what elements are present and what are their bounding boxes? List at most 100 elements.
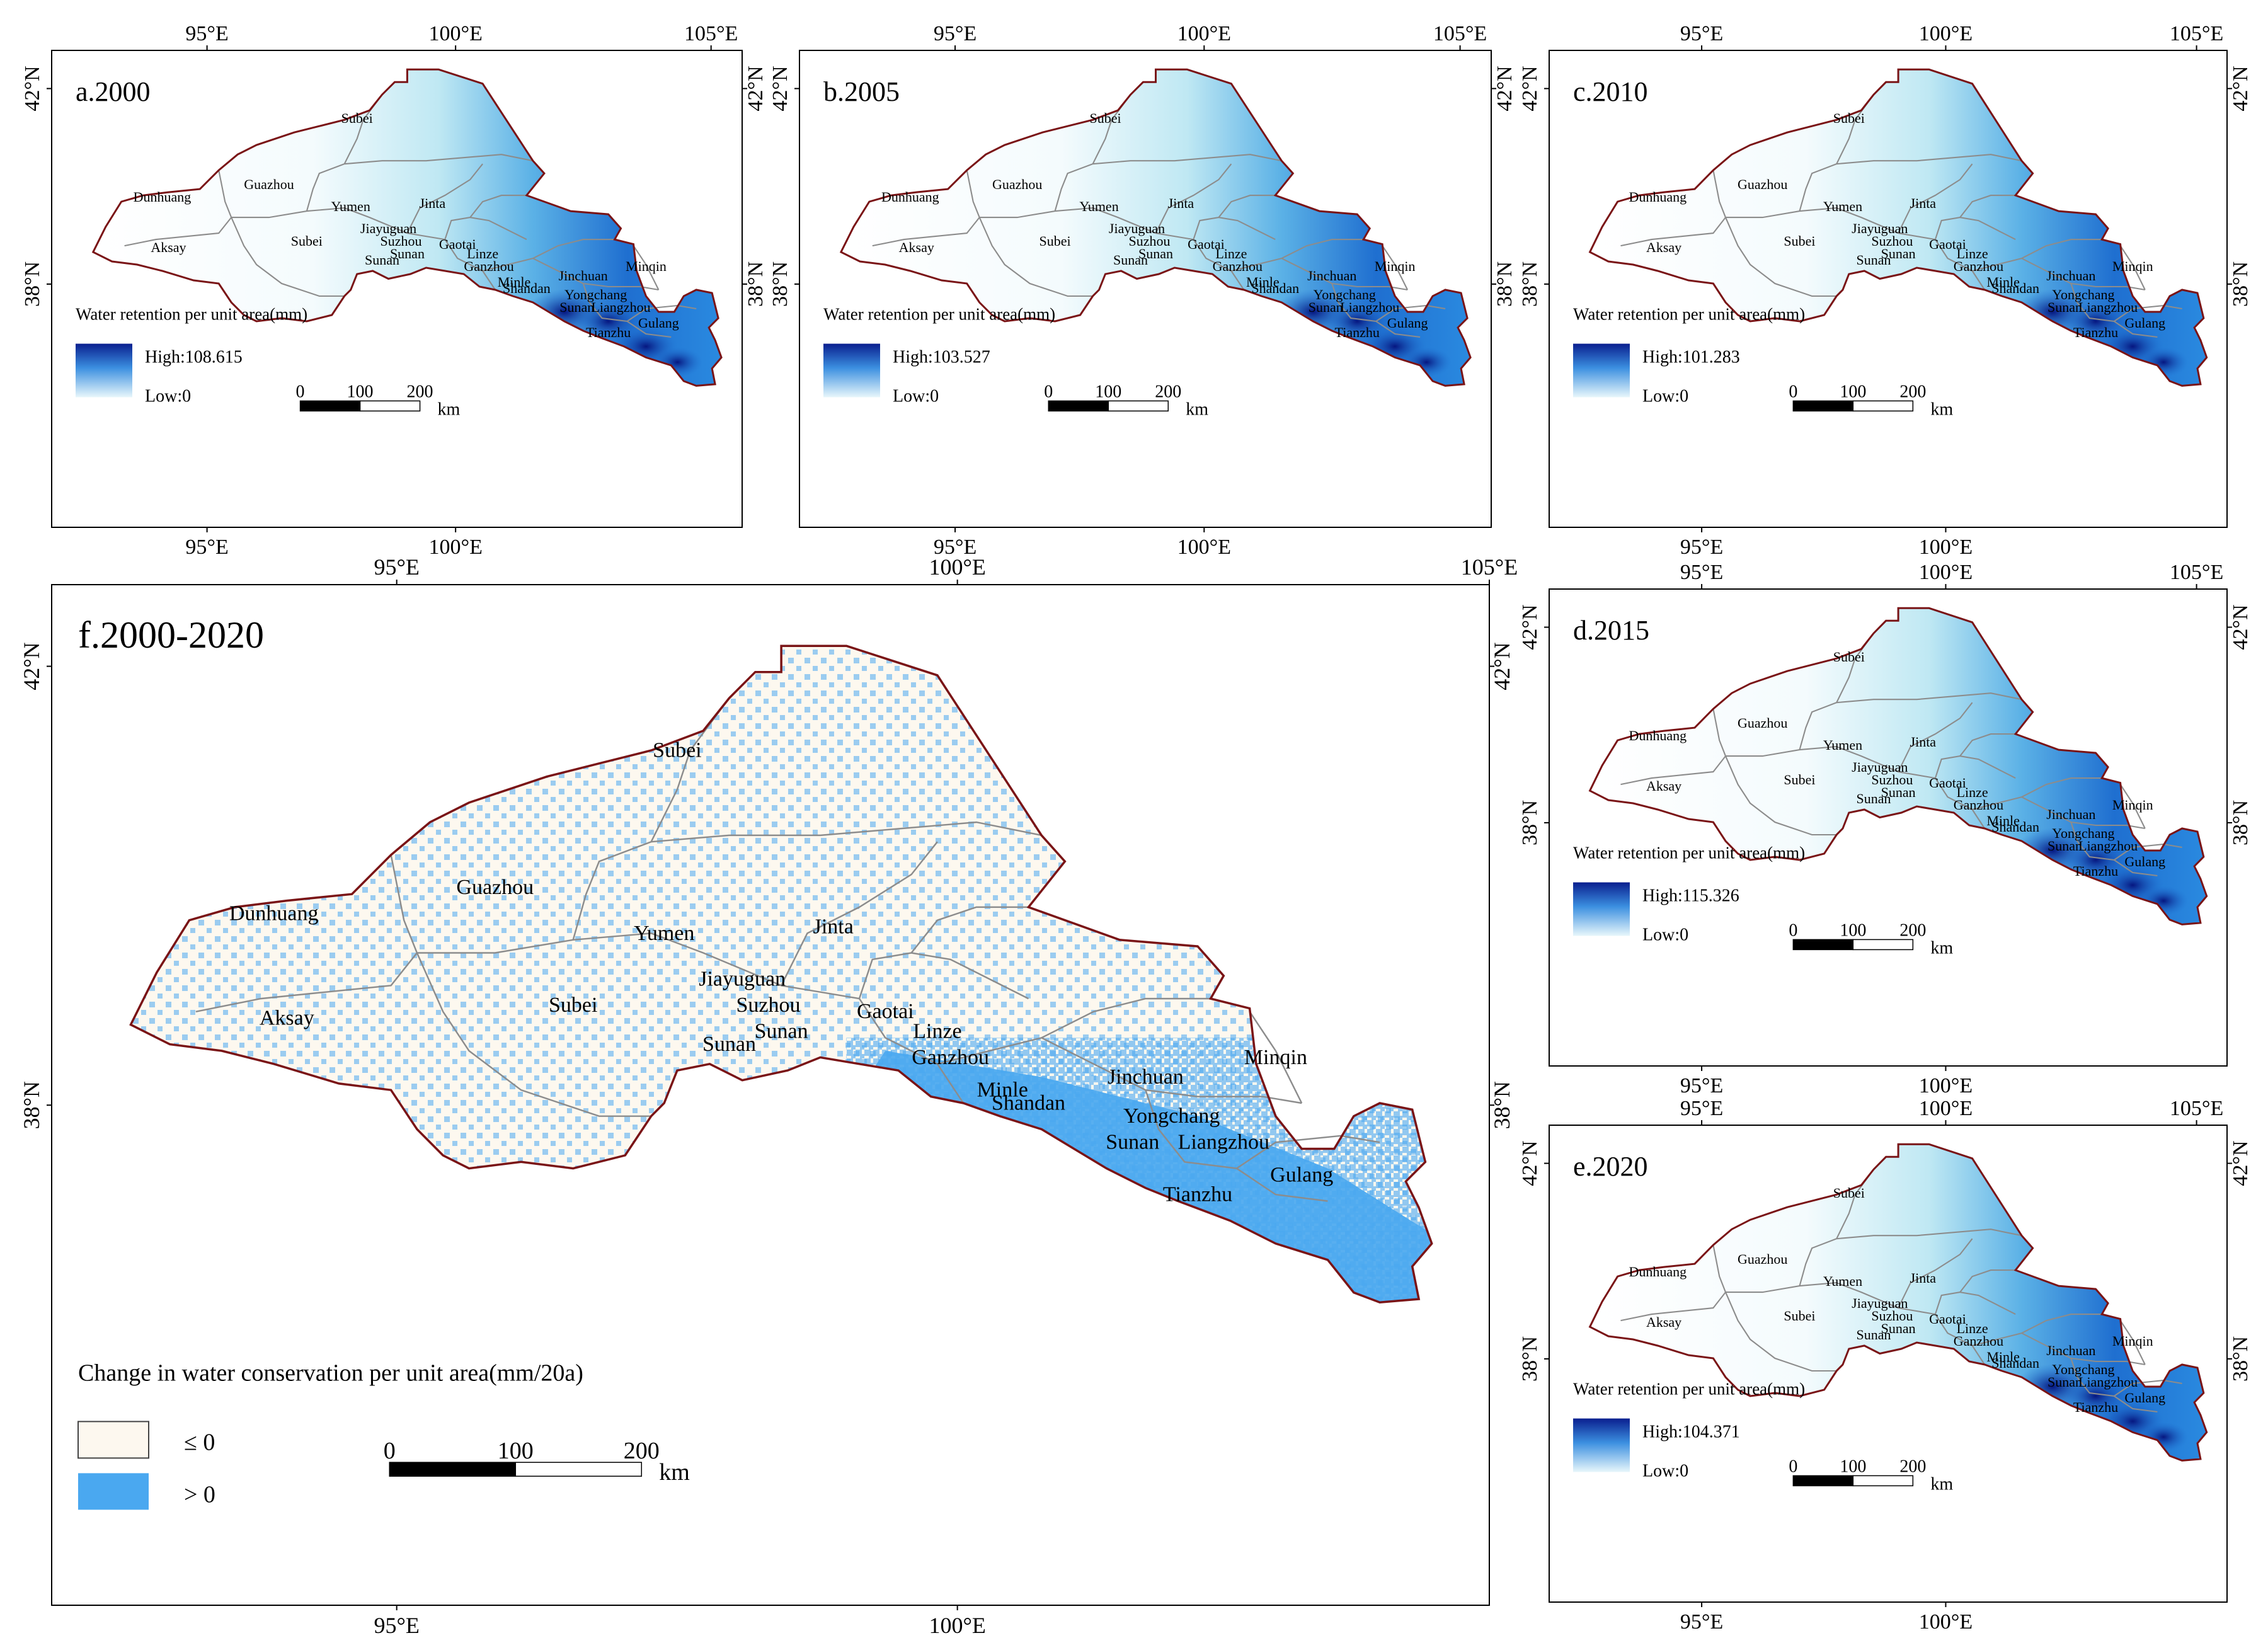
county-label-sunan_a: Sunan [1881,784,1916,800]
county-boundary [1193,217,1276,241]
county-label-guazhou: Guazhou [244,176,294,192]
county-label-ganzhou: Ganzhou [1954,797,2003,813]
panel-f: 95°E 95°E 100°E 100°E 105°E 42°N 42°N 38°N 38°N S… [19,554,1518,1638]
county-boundary [1725,755,1837,836]
county-label-suzhou: Suzhou [736,994,800,1017]
county-label-liangzhou: Liangzhou [2078,299,2138,315]
county-label-gaotai: Gaotai [857,1000,914,1023]
lon-label-top: 95°E [185,22,228,45]
county-label-aksay: Aksay [1646,778,1681,794]
county-label-subei_n: Subei [1833,110,1865,126]
county-label-yongchang: Yongchang [1314,287,1376,302]
lon-label-bottom: 100°E [1919,1074,1973,1097]
lon-label-bottom: 95°E [934,536,976,559]
county-label-dunhuang: Dunhuang [1629,189,1687,205]
county-label-jinta: Jinta [813,915,854,938]
county-label-gulang: Gulang [1270,1163,1333,1186]
county-label-shandan: Shandan [1991,819,2039,835]
lon-label-top: 95°E [374,554,419,580]
county-boundary [582,283,672,338]
county-boundary [482,270,496,290]
county-label-ganzhou: Ganzhou [1954,258,2003,274]
county-boundary [1799,154,2022,212]
lon-label-bottom: 95°E [1680,1610,1723,1634]
county-label-sunan_a: Sunan [390,246,425,261]
county-label-linze: Linze [913,1019,961,1043]
county-label-subei_n: Subei [1089,110,1121,126]
county-label-linze: Linze [1957,246,1988,261]
scale-bar-b: 0 100 200 km [1044,382,1208,419]
lon-label-top: 105°E [1461,554,1518,580]
county-label-sunan_b: Sunan [1106,1131,1159,1154]
county-boundary [1093,1063,1302,1104]
county-boundary [1155,163,1232,234]
lat-label-right: 42°N [1489,642,1515,690]
scale-unit: km [659,1459,690,1486]
county-label-yumen: Yumen [1823,198,1862,214]
lat-label-left: 38°N [1518,800,1542,845]
county-label-jiayuguan: Jiayuguan [1852,759,1908,775]
scale-tick-0: 0 [1789,1457,1797,1476]
panel-title-d: d.2015 [1573,615,1649,646]
lat-label-left: 42°N [1518,66,1542,111]
county-boundary [469,195,527,218]
county-label-minle: Minle [977,1079,1028,1102]
panel-e: 95°E 95°E 100°E 100°E 105°E 42°N 42°N 38°N 38°N S… [1518,1097,2252,1634]
county-boundary [1971,1345,1986,1365]
county-boundaries [1620,633,2182,877]
county-label-minle: Minle [1986,274,2020,290]
scale-bar-white [1852,400,1914,412]
county-boundary [2070,1358,2158,1413]
county-label-minqin: Minqin [2112,1333,2153,1349]
scale-tick-0: 0 [1044,382,1053,401]
county-label-yumen: Yumen [1079,198,1118,214]
legend-low-c: Low:0 [1642,387,1688,406]
county-label-guazhou: Guazhou [1738,176,1787,192]
county-label-sunan_b: Sunan [2048,838,2082,854]
scale-bar-black [1048,400,1109,412]
lon-label-bottom: 95°E [1680,536,1723,559]
lat-label-right: 42°N [1493,66,1516,111]
county-label-aksay: Aksay [899,239,934,255]
region-outline-c [1588,68,2208,387]
lat-label-left: 42°N [21,66,44,111]
scale-bar-white [1108,400,1169,412]
county-boundary [1971,270,1986,290]
county-boundary [2021,777,2102,798]
county-boundary [1620,708,1727,786]
panel-title-f: f.2000-2020 [78,614,264,656]
county-boundary [910,906,1029,954]
county-boundary [2070,283,2158,338]
county-label-jinta: Jinta [420,195,446,211]
county-boundary [2119,784,2146,829]
county-boundary [1306,270,1408,291]
scale-tick-100: 100 [1095,382,1121,401]
scale-tick-200: 200 [1899,920,1926,940]
county-label-jinta: Jinta [1910,734,1937,750]
county-boundary [626,304,697,322]
county-label-ganzhou: Ganzhou [464,258,513,274]
legend-title-c: Water retention per unit area(mm) [1573,305,1805,324]
scale-bar-black [1792,400,1854,412]
county-boundary [2021,1314,2102,1334]
county-label-sunan_b: Sunan [1309,299,1343,315]
lat-label-left: 42°N [1518,604,1542,650]
legend-title-b: Water retention per unit area(mm) [823,305,1055,324]
county-label-aksay: Aksay [1646,1314,1681,1330]
county-boundary [1799,1228,2022,1286]
county-label-dunhuang: Dunhuang [229,902,319,925]
county-label-gaotai: Gaotai [1929,236,1966,252]
county-label-linze: Linze [467,246,498,261]
county-boundary [1898,702,1973,772]
retention-hotspot [2065,840,2127,879]
retention-hotspot [2065,1377,2127,1415]
county-boundary [1249,1011,1303,1104]
lon-label-bottom: 100°E [1177,536,1231,559]
county-label-yumen: Yumen [1823,1273,1862,1289]
county-boundaries [195,697,1380,1202]
county-label-aksay: Aksay [1646,239,1681,255]
county-boundary [1230,270,1245,290]
county-boundary [1935,777,2047,811]
county-label-gulang: Gulang [2124,854,2165,869]
